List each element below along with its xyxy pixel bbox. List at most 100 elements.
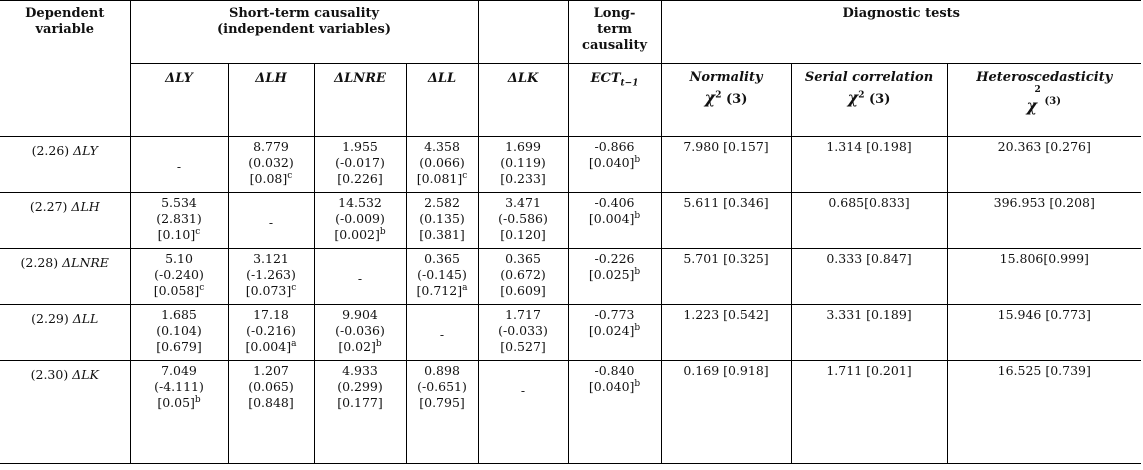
coefficient-value: (-0.651)	[407, 379, 478, 395]
value-text: 0.365	[424, 251, 460, 266]
cell-normality: 5.611 [0.346]	[661, 192, 792, 249]
value-text: 2.582	[424, 195, 460, 210]
p-value: [0.609]	[479, 283, 568, 299]
coefficient-value: (0.065)	[229, 379, 314, 395]
significance-mark: a	[291, 338, 297, 349]
subheader-dlnre-text: ΔLNRE	[334, 71, 386, 86]
subheader-hetero-text: Heteroscedasticity	[976, 70, 1113, 85]
value-text: [0.058]	[153, 283, 200, 298]
row-label: (2.30) ΔLK	[0, 360, 131, 464]
value-text: (0.299)	[337, 379, 383, 394]
coefficient-value: (-0.017)	[315, 155, 406, 171]
p-value: [0.795]	[407, 395, 478, 411]
p-value: [0.02]b	[315, 339, 406, 355]
cell-dll: 2.582 (0.135) [0.381]	[406, 192, 479, 249]
ect-p-value: [0.025]b	[569, 267, 661, 283]
p-value: [0.058]c	[131, 283, 228, 299]
value-text: [0.527]	[500, 339, 546, 354]
p-value: [0.120]	[479, 227, 568, 243]
normality-value: 1.223 [0.542]	[683, 307, 769, 322]
value-text: 1.717	[505, 307, 541, 322]
header-diagnostic-text: Diagnostic tests	[842, 6, 960, 21]
cell-dlnre: 9.904 (-0.036) [0.02]b	[314, 304, 407, 361]
ect-p-value: [0.004]b	[569, 211, 661, 227]
p-value: [0.073]c	[229, 283, 314, 299]
value-text: [0.381]	[419, 227, 465, 242]
cell-dly: 5.10 (-0.240) [0.058]c	[130, 248, 229, 305]
row-label: (2.26) ΔLY	[0, 136, 131, 193]
value-text: [0.233]	[500, 171, 546, 186]
statistic-value: 2.582	[407, 195, 478, 211]
statistic-value: -	[229, 215, 314, 231]
table-row: (2.26) ΔLY -8.779 (0.032) [0.08]c 1.955 (-0.0…	[0, 136, 1142, 193]
cell-serial: 0.685[0.833]	[791, 192, 948, 249]
equation-number: (2.28)	[20, 255, 59, 270]
p-value: [0.712]a	[407, 283, 478, 299]
statistic-value: 1.699	[479, 139, 568, 155]
value-text: [0.02]	[338, 339, 376, 354]
coefficient-value: (0.119)	[479, 155, 568, 171]
value-text: (0.104)	[156, 323, 202, 338]
cell-hetero: 15.806[0.999]	[947, 248, 1142, 305]
statistic-value: 3.121	[229, 251, 314, 267]
subheader-ect: ECTt−1	[568, 63, 662, 137]
p-value: [0.081]c	[407, 171, 478, 187]
coefficient-value: (-0.586)	[479, 211, 568, 227]
value-text: (-0.651)	[417, 379, 467, 394]
coefficient-value: (-0.009)	[315, 211, 406, 227]
subheader-normality: Normality χ2 (3)	[661, 63, 792, 137]
equation-number: (2.29)	[31, 311, 69, 326]
coefficient-value: (-0.145)	[407, 267, 478, 283]
value-text: (-0.145)	[417, 267, 467, 282]
cell-dly: 1.685 (0.104) [0.679]	[130, 304, 229, 361]
value-text: [0.081]	[416, 171, 463, 186]
p-value: [0.679]	[131, 339, 228, 355]
cell-normality: 1.223 [0.542]	[661, 304, 792, 361]
value-text: 0.898	[424, 363, 460, 378]
coefficient-value: (0.032)	[229, 155, 314, 171]
hetero-value: 15.946 [0.773]	[997, 307, 1091, 322]
cell-ect: -0.226 [0.025]b	[568, 248, 662, 305]
value-text: 14.532	[338, 195, 382, 210]
equation-number: (2.30)	[30, 367, 69, 382]
cell-normality: 5.701 [0.325]	[661, 248, 792, 305]
p-value: [0.233]	[479, 171, 568, 187]
coefficient-value: (-0.033)	[479, 323, 568, 339]
cell-ect: -0.866 [0.040]b	[568, 136, 662, 193]
subheader-dlk: ΔLK	[478, 63, 569, 137]
normality-chi: χ	[704, 88, 716, 107]
normality-chi-sq: 2	[715, 90, 722, 101]
serial-value: 1.711 [0.201]	[826, 363, 912, 378]
significance-mark: c	[462, 170, 468, 181]
header-row-2: ΔLY ΔLH ΔLNRE ΔLL ΔLK ECTt−1 Normality χ…	[0, 63, 1142, 137]
cell-normality: 0.169 [0.918]	[661, 360, 792, 464]
statistic-value: 7.049	[131, 363, 228, 379]
subheader-dlh-text: ΔLH	[255, 71, 287, 86]
value-text: -	[357, 271, 363, 286]
normality-value: 5.611 [0.346]	[683, 195, 769, 210]
value-text: [0.120]	[500, 227, 546, 242]
cell-hetero: 20.363 [0.276]	[947, 136, 1142, 193]
coefficient-value: (-1.263)	[229, 267, 314, 283]
value-text: 5.534	[161, 195, 197, 210]
value-text: -	[439, 327, 445, 342]
subheader-serial-text: Serial correlation	[804, 70, 934, 85]
value-text: (-0.240)	[154, 267, 204, 282]
cell-dlh: 1.207 (0.065) [0.848]	[228, 360, 315, 464]
table-row: (2.28) ΔLNRE 5.10 (-0.240) [0.058]c 3.121 (-1…	[0, 248, 1142, 305]
cell-normality: 7.980 [0.157]	[661, 136, 792, 193]
normality-df: (3)	[726, 92, 748, 107]
significance-mark: c	[199, 282, 205, 293]
value-text: [0.679]	[156, 339, 202, 354]
statistic-value: 1.955	[315, 139, 406, 155]
serial-value: 3.331 [0.189]	[826, 307, 912, 322]
value-text: (-0.017)	[335, 155, 385, 170]
value-text: (0.135)	[419, 211, 465, 226]
header-blank	[477, 0, 569, 64]
subheader-normality-text: Normality	[689, 70, 763, 85]
value-text: [0.025]	[588, 267, 635, 282]
statistic-value: 4.933	[315, 363, 406, 379]
value-text: (0.066)	[419, 155, 465, 170]
cell-serial: 0.333 [0.847]	[791, 248, 948, 305]
ect-base: ECT	[590, 71, 621, 86]
